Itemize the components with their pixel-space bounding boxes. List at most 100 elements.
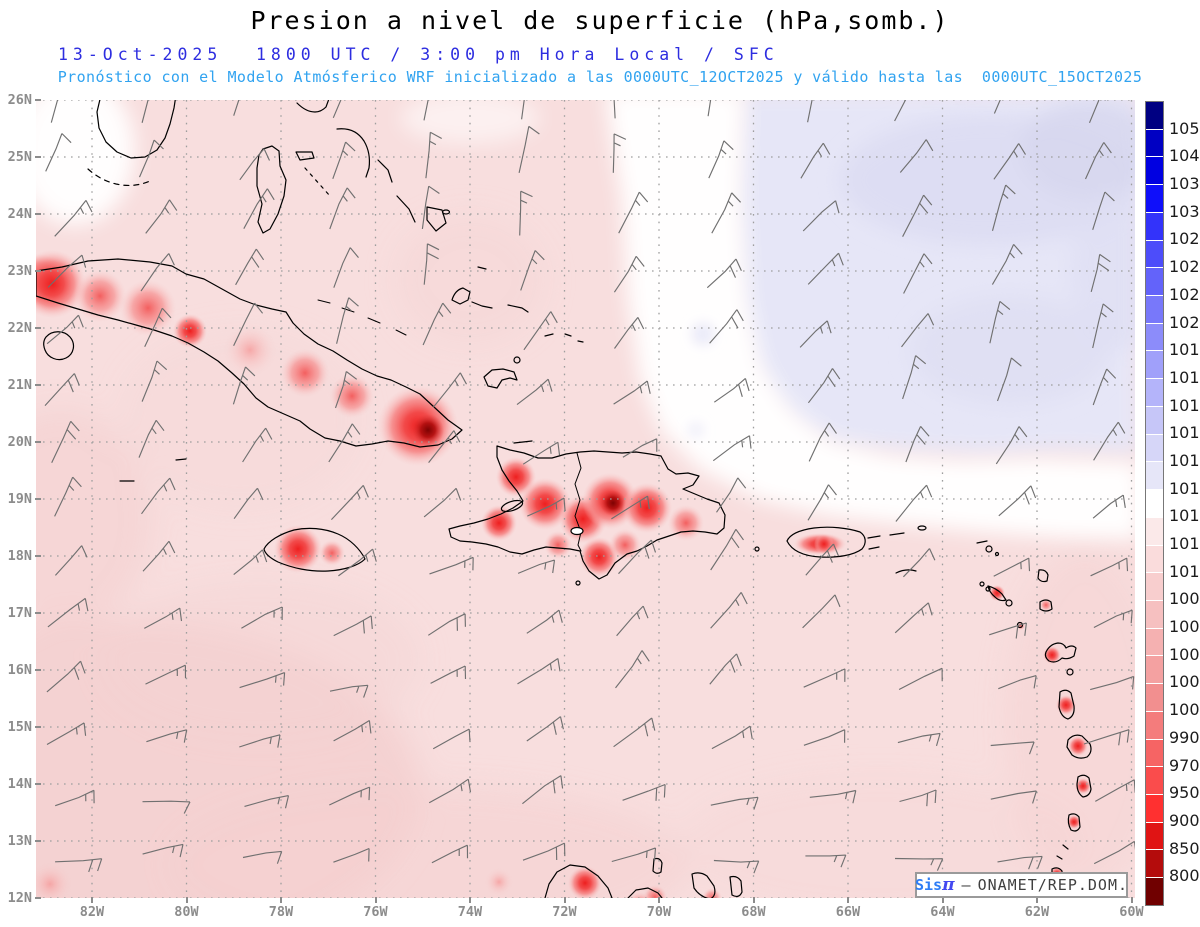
wind-barb xyxy=(233,100,240,116)
wind-barb xyxy=(47,254,87,288)
lon-label: 60W xyxy=(1119,904,1144,920)
lon-tick xyxy=(1036,897,1038,903)
colorbar-label: 970 xyxy=(1169,755,1200,775)
wind-barb xyxy=(45,133,72,172)
wind-barb xyxy=(144,307,172,348)
colorbar-label: 1019 xyxy=(1169,340,1200,360)
wind-barb xyxy=(336,297,359,344)
wind-barb xyxy=(1092,494,1126,519)
wind-barb xyxy=(140,253,175,292)
little-inagua xyxy=(513,356,521,364)
coastline-mayaguana xyxy=(477,266,487,270)
wind-barb xyxy=(803,729,846,746)
wind-barb xyxy=(241,606,283,629)
wind-barb xyxy=(428,778,472,804)
wind-barb xyxy=(611,495,650,520)
lat-tick xyxy=(35,840,41,842)
wind-barb xyxy=(990,741,1035,755)
wind-barb xyxy=(520,250,545,291)
lon-tick xyxy=(469,897,471,903)
colorbar-label: 1030 xyxy=(1169,201,1200,221)
wind-barb xyxy=(329,684,369,698)
wind-barb xyxy=(432,372,468,408)
wind-barb xyxy=(1088,100,1106,124)
coastline-barbuda xyxy=(1037,569,1049,583)
watermark-agency: ONAMET/REP.DOM. xyxy=(977,876,1129,894)
coastline-gonave xyxy=(500,499,524,513)
lat-tick xyxy=(35,213,41,215)
coastline-cat-island xyxy=(377,159,393,183)
colorbar-swatch xyxy=(1146,850,1163,879)
lat-label: 19N xyxy=(7,491,32,507)
lat-tick xyxy=(35,555,41,557)
lat-tick xyxy=(35,156,41,158)
wind-barb xyxy=(242,427,273,463)
wind-barb xyxy=(802,594,841,629)
wind-barb xyxy=(421,185,440,229)
colorbar-label: 1012 xyxy=(1169,534,1200,554)
wind-barb xyxy=(517,658,561,685)
wind-barb xyxy=(522,441,561,465)
watermark: Sis π – ONAMET/REP.DOM. xyxy=(915,872,1128,898)
wind-barb xyxy=(333,615,373,637)
wind-barb xyxy=(233,549,268,576)
wind-barb xyxy=(991,244,1023,285)
wind-barb xyxy=(1092,368,1117,406)
valid-time: 1800 UTC / 3:00 pm Hora Local / SFC xyxy=(256,45,779,64)
coastline-grand-bahama xyxy=(296,100,330,113)
montserrat xyxy=(1016,621,1024,629)
lat-label: 14N xyxy=(7,776,32,792)
samana-cay xyxy=(441,209,451,215)
lat-label: 22N xyxy=(7,320,32,336)
colorbar-swatch xyxy=(1146,406,1163,435)
wind-barb xyxy=(141,477,176,515)
forecast-note: Pronóstico con el Modelo Atmósferico WRF… xyxy=(57,68,1143,86)
wind-barb xyxy=(145,664,187,685)
watermark-separator: – xyxy=(961,876,971,894)
wind-barb xyxy=(329,187,356,230)
coastline-guajira xyxy=(544,864,613,898)
coastline-anguilla xyxy=(976,540,988,544)
colorbar-label: 1017 xyxy=(1169,395,1200,415)
coastline-curacao xyxy=(691,872,716,898)
wind-barb xyxy=(618,539,657,575)
coastline-antigua xyxy=(1039,599,1053,612)
border-haiti-dr xyxy=(574,452,582,552)
wind-barb xyxy=(899,139,934,173)
wind-barb xyxy=(235,248,265,286)
wind-barb xyxy=(807,252,844,285)
wind-barb xyxy=(995,426,1028,465)
lon-tick xyxy=(941,897,944,903)
watermark-pi-logo: π xyxy=(942,875,955,895)
wind-barb xyxy=(1090,675,1135,691)
wind-barb xyxy=(1093,609,1133,629)
coastline-florida xyxy=(96,100,176,159)
colorbar-label: 1013 xyxy=(1169,506,1200,526)
watermark-brand: Sis xyxy=(914,876,943,894)
wind-barb xyxy=(425,131,442,179)
lat-label: 26N xyxy=(7,92,32,108)
lon-tick xyxy=(658,897,660,903)
wind-barb xyxy=(423,100,429,121)
wind-barb xyxy=(244,795,290,809)
wind-barb xyxy=(46,660,86,693)
wind-barb xyxy=(902,355,927,400)
wind-barb xyxy=(800,142,831,179)
wind-barb xyxy=(1084,142,1112,180)
coastline-martinique xyxy=(1066,734,1092,759)
coastline-cayman xyxy=(119,458,187,482)
lon-label: 76W xyxy=(363,904,388,920)
wind-barb xyxy=(894,602,933,634)
wind-barb xyxy=(807,368,841,404)
coastline-eleuthera xyxy=(336,128,371,178)
colorbar-swatch xyxy=(1146,545,1163,574)
lon-label: 82W xyxy=(79,904,105,920)
lat-tick xyxy=(35,897,41,899)
coastline-grenadines xyxy=(1056,844,1069,860)
wind-barb xyxy=(712,435,752,462)
wind-barb xyxy=(799,320,832,348)
lat-label: 20N xyxy=(7,434,32,450)
coastline-new-providence xyxy=(295,151,315,161)
wind-barb xyxy=(711,192,742,234)
